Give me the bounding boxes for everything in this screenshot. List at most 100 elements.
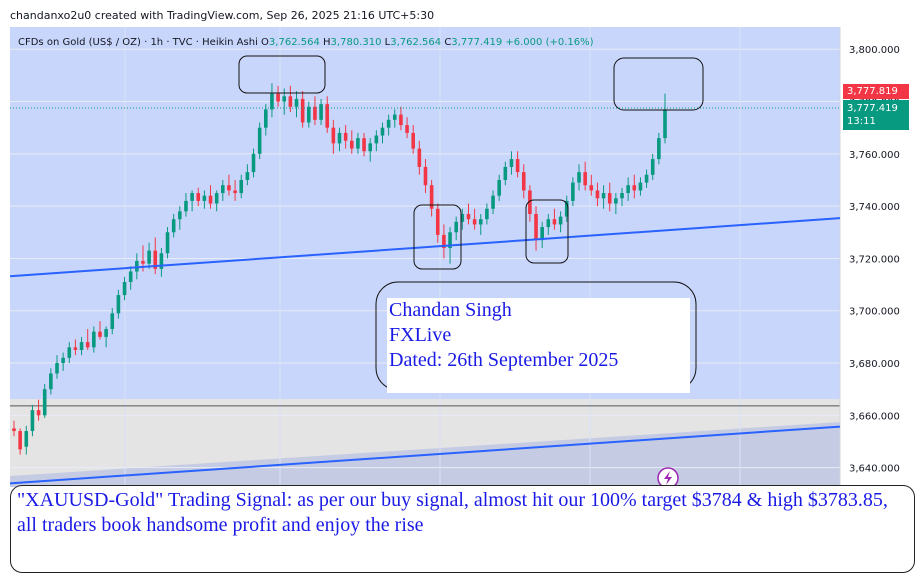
upper-trendline[interactable] (9, 217, 841, 278)
candle-up (497, 179, 501, 196)
candle-up (30, 410, 35, 432)
candle-up (386, 119, 391, 128)
candle-up (306, 106, 311, 123)
candle-up (159, 253, 164, 269)
candle-down (153, 250, 158, 269)
candle-down (583, 172, 587, 186)
symbol-info: CFDs on Gold (US$ / OZ) · 1h · TVC · Hei… (18, 37, 258, 48)
candle-up (251, 153, 256, 173)
annotation-line-1: Chandan Singh (389, 299, 512, 321)
candle-down (208, 195, 213, 204)
candle-down (472, 219, 477, 225)
lightning-icon[interactable] (657, 467, 679, 489)
candle-up (380, 127, 385, 136)
candle-down (331, 127, 336, 144)
open-value: 3,762.564 (268, 37, 320, 48)
y-tick-label: 3,760.000 (849, 150, 900, 161)
candle-down (521, 172, 526, 191)
y-tick-label: 3,660.000 (849, 411, 900, 422)
candle-down (442, 234, 446, 248)
candle-down (12, 428, 16, 432)
candle-down (362, 138, 366, 152)
candle-up (49, 373, 53, 390)
candle-down (589, 185, 594, 191)
annotation-line-3: Dated: 26th September 2025 (389, 349, 619, 371)
candle-up (122, 281, 127, 296)
author-annotation: Chandan Singh FXLive Dated: 26th Septemb… (387, 298, 690, 393)
candle-up (147, 250, 151, 264)
candle-down (632, 185, 637, 191)
open-label: O (261, 37, 269, 48)
candle-up (184, 200, 188, 212)
candle-up (454, 221, 458, 233)
candle-up (558, 216, 563, 225)
candle-up (644, 174, 649, 183)
candle-up (503, 166, 508, 180)
candle-up (540, 227, 544, 241)
candle-up (294, 98, 299, 107)
high-label: H (323, 37, 331, 48)
candle-down (85, 342, 90, 348)
annotation-line-2: FXLive (389, 324, 452, 346)
candle-down (276, 93, 280, 102)
candle-down (196, 193, 201, 201)
low-label: L (384, 37, 391, 48)
candle-up (571, 182, 575, 201)
candle-down (300, 98, 305, 123)
candle-up (392, 114, 397, 120)
candle-down (423, 166, 428, 186)
candle-up (546, 219, 551, 228)
chart-attribution: chandanxo2u0 created with TradingView.co… (10, 9, 435, 22)
close-label: C (444, 37, 452, 48)
y-tick-label: 3,800.000 (849, 45, 900, 56)
candle-down (515, 159, 520, 173)
lower-trendline[interactable] (9, 425, 841, 485)
candle-up (79, 342, 84, 350)
marker-price-label: 3,777.819 (843, 84, 909, 99)
candle-down (435, 208, 440, 235)
candle-down (349, 140, 354, 149)
candle-up (264, 109, 268, 128)
candle-up (374, 135, 379, 144)
low-value: 3,762.564 (390, 37, 442, 48)
highlight-box-top-right (613, 57, 704, 111)
candle-up (214, 193, 219, 204)
candle-up (165, 232, 170, 254)
candle-down (227, 185, 231, 191)
candle-up (116, 295, 121, 314)
candle-down (607, 193, 612, 204)
candle-up (245, 172, 250, 180)
symbol-legend: CFDs on Gold (US$ / OZ) · 1h · TVC · Hei… (18, 37, 594, 48)
candle-up (171, 219, 176, 233)
candle-down (534, 213, 538, 241)
y-tick-label: 3,640.000 (849, 464, 900, 475)
trendlines[interactable] (9, 217, 841, 485)
candle-up (221, 185, 225, 194)
grid-lines (10, 27, 840, 487)
highlight-box-low-left (413, 204, 462, 270)
highlight-box-top-left (238, 55, 326, 94)
candle-down (36, 410, 41, 416)
highlight-box-low-right (525, 199, 569, 264)
candle-up (270, 93, 274, 110)
candle-up (564, 200, 569, 217)
candle-up (128, 271, 133, 282)
candle-down (73, 347, 78, 350)
candle-down (552, 219, 557, 225)
candle-up (61, 357, 65, 364)
candle-up (478, 219, 483, 225)
candle-down (411, 132, 415, 149)
candle-up (178, 211, 182, 220)
candle-down (313, 106, 317, 120)
candle-up (614, 198, 618, 204)
candle-up (491, 195, 495, 209)
candle-up (190, 193, 194, 201)
candle-up (485, 208, 489, 220)
candle-down (429, 185, 434, 209)
candle-up (356, 138, 360, 149)
candle-down (405, 125, 409, 133)
candle-up (319, 104, 323, 120)
candle-up (448, 232, 452, 248)
candle-up (24, 431, 29, 447)
